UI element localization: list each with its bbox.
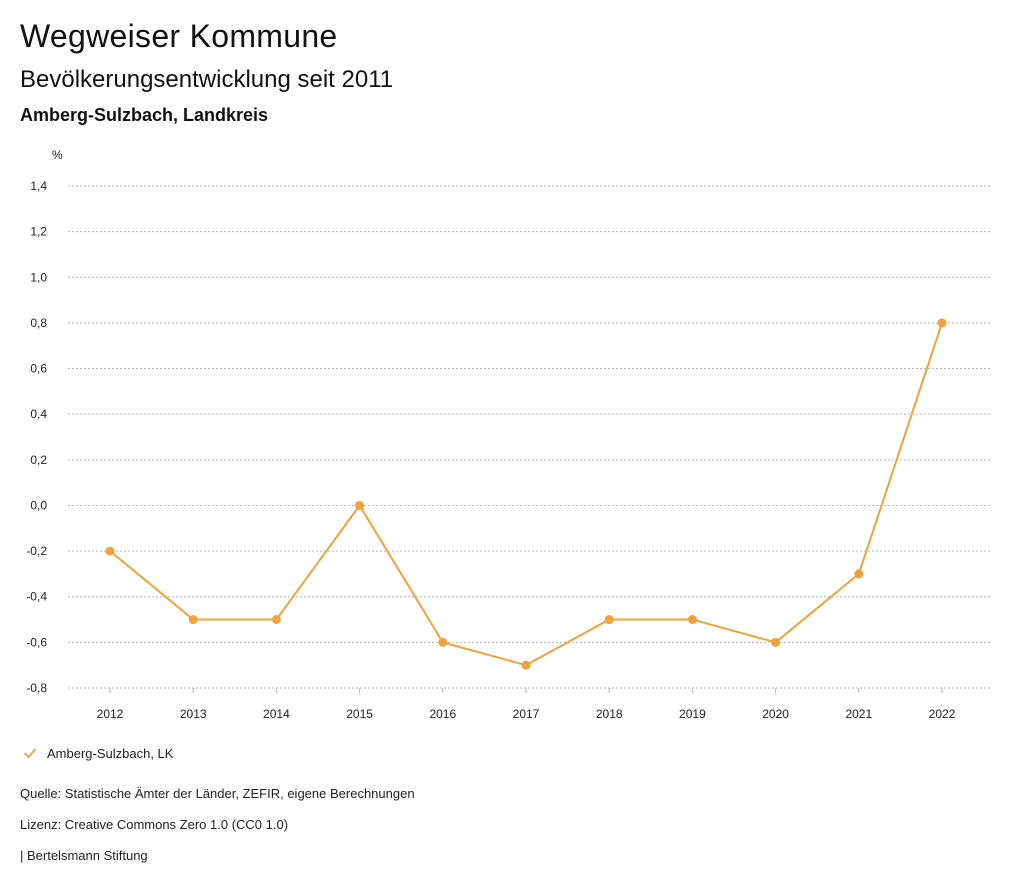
- x-tick-label: 2022: [929, 707, 956, 721]
- y-tick-label: -0,2: [26, 544, 47, 558]
- data-point: [355, 500, 365, 510]
- y-tick-label: 1,0: [30, 270, 47, 284]
- y-tick-label: -0,6: [26, 635, 47, 649]
- y-tick-label: 1,4: [30, 179, 47, 193]
- y-axis-unit-label: %: [52, 148, 63, 162]
- data-point: [687, 615, 697, 625]
- series-layer: [105, 318, 947, 670]
- data-point: [771, 637, 781, 647]
- y-tick-label: 0,8: [30, 316, 47, 330]
- source-note: Quelle: Statistische Ämter der Länder, Z…: [20, 786, 415, 801]
- license-note: Lizenz: Creative Commons Zero 1.0 (CC0 1…: [20, 817, 289, 832]
- x-tick-label: 2020: [762, 707, 789, 721]
- data-point: [188, 615, 198, 625]
- series-line: [109, 322, 943, 667]
- x-tick-label: 2017: [513, 707, 540, 721]
- data-point: [105, 546, 115, 556]
- data-point: [271, 615, 281, 625]
- data-point: [937, 318, 947, 328]
- x-axis-ticks: 2012 2013 2014 2015 2016 2017 2018 2019 2020 2021…: [97, 688, 956, 721]
- x-tick-label: 2013: [180, 707, 207, 721]
- checkmark-icon: [22, 745, 38, 761]
- y-tick-label: 1,2: [30, 225, 47, 239]
- x-tick-label: 2021: [845, 707, 872, 721]
- y-tick-label: -0,4: [26, 590, 47, 604]
- region-name: Amberg-Sulzbach, Landkreis: [20, 105, 269, 125]
- grid-lines: [68, 185, 990, 689]
- legend-label: Amberg-Sulzbach, LK: [47, 745, 174, 761]
- data-point: [438, 637, 448, 647]
- page-title: Wegweiser Kommune: [20, 18, 338, 54]
- publisher-note: | Bertelsmann Stiftung: [20, 848, 148, 863]
- x-tick-label: 2015: [346, 707, 373, 721]
- data-point: [854, 569, 864, 579]
- legend[interactable]: Amberg-Sulzbach, LK: [22, 745, 173, 761]
- data-point: [521, 660, 531, 670]
- x-tick-label: 2014: [263, 707, 290, 721]
- y-axis-ticks: 1,4 1,2 1,0 0,8 0,6 0,4 0,2 0,0 -0,2 -0,4 -0,6 -0,8: [26, 179, 47, 695]
- y-tick-label: 0,4: [30, 407, 47, 421]
- x-tick-label: 2018: [596, 707, 623, 721]
- x-tick-label: 2012: [97, 707, 124, 721]
- y-tick-label: 0,0: [30, 498, 47, 512]
- chart-subtitle: Bevölkerungsentwicklung seit 2011: [20, 66, 394, 93]
- x-tick-label: 2016: [429, 707, 456, 721]
- data-point: [604, 615, 614, 625]
- y-tick-label: 0,2: [30, 453, 47, 467]
- y-tick-label: 0,6: [30, 362, 47, 376]
- x-tick-label: 2019: [679, 707, 706, 721]
- y-tick-label: -0,8: [26, 681, 47, 695]
